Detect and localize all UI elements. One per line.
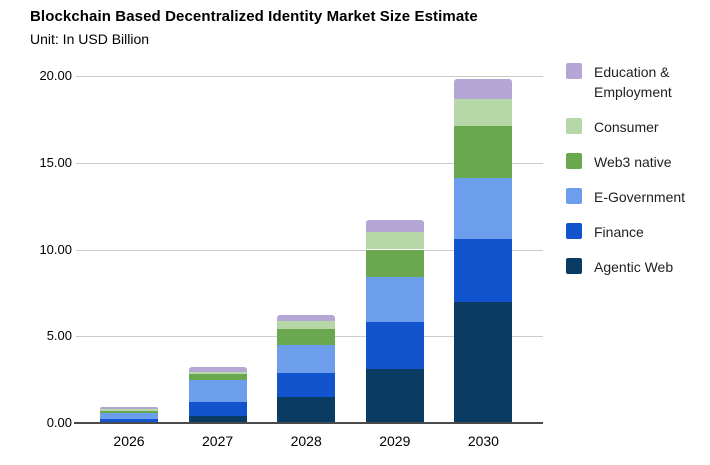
bar-2028-education-employment[interactable] <box>277 315 336 321</box>
legend-label-agentic-web: Agentic Web <box>594 259 674 275</box>
consumer-swatch-icon <box>566 118 582 134</box>
legend-label-consumer: Consumer <box>594 119 659 135</box>
legend-label-education-employment: Education & Employment <box>594 64 672 100</box>
x-axis-line <box>74 422 543 424</box>
y-tick-label-5.00: 5.00 <box>46 328 72 344</box>
legend-label-e-government: E-Government <box>594 189 686 205</box>
x-tick-label-2030: 2030 <box>467 433 499 449</box>
bar-2026-finance[interactable] <box>100 418 158 423</box>
legend-item-web3-native: Web3 native <box>566 152 706 172</box>
bar-2028-finance[interactable] <box>277 372 336 397</box>
bar-2030-education-employment[interactable] <box>454 79 513 99</box>
bar-2029-e-government[interactable] <box>365 277 424 323</box>
bar-2029-education-employment[interactable] <box>365 220 424 233</box>
legend-item-agentic-web: Agentic Web <box>566 257 706 277</box>
bar-2029-agentic-web[interactable] <box>365 369 424 423</box>
chart-title: Blockchain Based Decentralized Identity … <box>30 8 478 25</box>
finance-swatch-icon <box>566 223 582 239</box>
bar-2029-web3-native[interactable] <box>365 249 424 278</box>
bar-2027-finance[interactable] <box>188 402 247 417</box>
legend-item-education-employment: Education & Employment <box>566 62 706 102</box>
chart-unit-subtitle: Unit: In USD Billion <box>30 31 150 47</box>
legend-label-web3-native: Web3 native <box>594 154 672 170</box>
bar-2028-e-government[interactable] <box>277 344 336 373</box>
bar-2028-consumer[interactable] <box>277 320 336 330</box>
bar-2029-finance[interactable] <box>365 322 424 370</box>
legend-item-consumer: Consumer <box>566 117 706 137</box>
gridline-15.00 <box>76 162 543 164</box>
bar-2026-e-government[interactable] <box>100 413 158 419</box>
bar-2028-web3-native[interactable] <box>277 329 336 345</box>
bar-2029-consumer[interactable] <box>365 232 424 250</box>
e-government-swatch-icon <box>566 188 582 204</box>
bar-2027-consumer[interactable] <box>188 371 247 375</box>
bar-2027-e-government[interactable] <box>188 380 247 403</box>
bar-2027-agentic-web[interactable] <box>188 416 247 423</box>
bar-2030-finance[interactable] <box>454 239 513 302</box>
y-tick-label-15.00: 15.00 <box>39 154 72 170</box>
x-tick-label-2027: 2027 <box>202 433 234 449</box>
y-tick-label-20.00: 20.00 <box>39 68 72 83</box>
gridline-20.00 <box>76 76 543 77</box>
bar-2030-consumer[interactable] <box>454 98 513 127</box>
education-employment-swatch-icon <box>566 63 582 79</box>
bar-2026-education-employment[interactable] <box>100 407 158 410</box>
bar-2030-agentic-web[interactable] <box>454 301 513 423</box>
bar-2027-education-employment[interactable] <box>188 367 247 372</box>
bar-2028-agentic-web[interactable] <box>277 396 336 423</box>
legend-item-finance: Finance <box>566 222 706 242</box>
x-tick-label-2026: 2026 <box>113 433 145 449</box>
bar-2026-consumer[interactable] <box>100 409 158 411</box>
web3-native-swatch-icon <box>566 153 582 169</box>
bar-2026-web3-native[interactable] <box>100 410 158 414</box>
legend: Education & Employment Consumer Web3 nativ… <box>566 62 706 277</box>
agentic-web-swatch-icon <box>566 258 582 274</box>
legend-label-finance: Finance <box>594 224 644 240</box>
x-tick-label-2028: 2028 <box>290 433 322 449</box>
bar-2030-e-government[interactable] <box>454 178 513 240</box>
bar-2030-web3-native[interactable] <box>454 126 513 179</box>
x-tick-label-2029: 2029 <box>379 433 411 449</box>
y-tick-label-0.00: 0.00 <box>46 415 72 430</box>
legend-item-e-government: E-Government <box>566 187 706 207</box>
bar-2027-web3-native[interactable] <box>188 374 247 381</box>
y-tick-label-10.00: 10.00 <box>39 241 72 257</box>
gridline-10.00 <box>76 249 543 251</box>
